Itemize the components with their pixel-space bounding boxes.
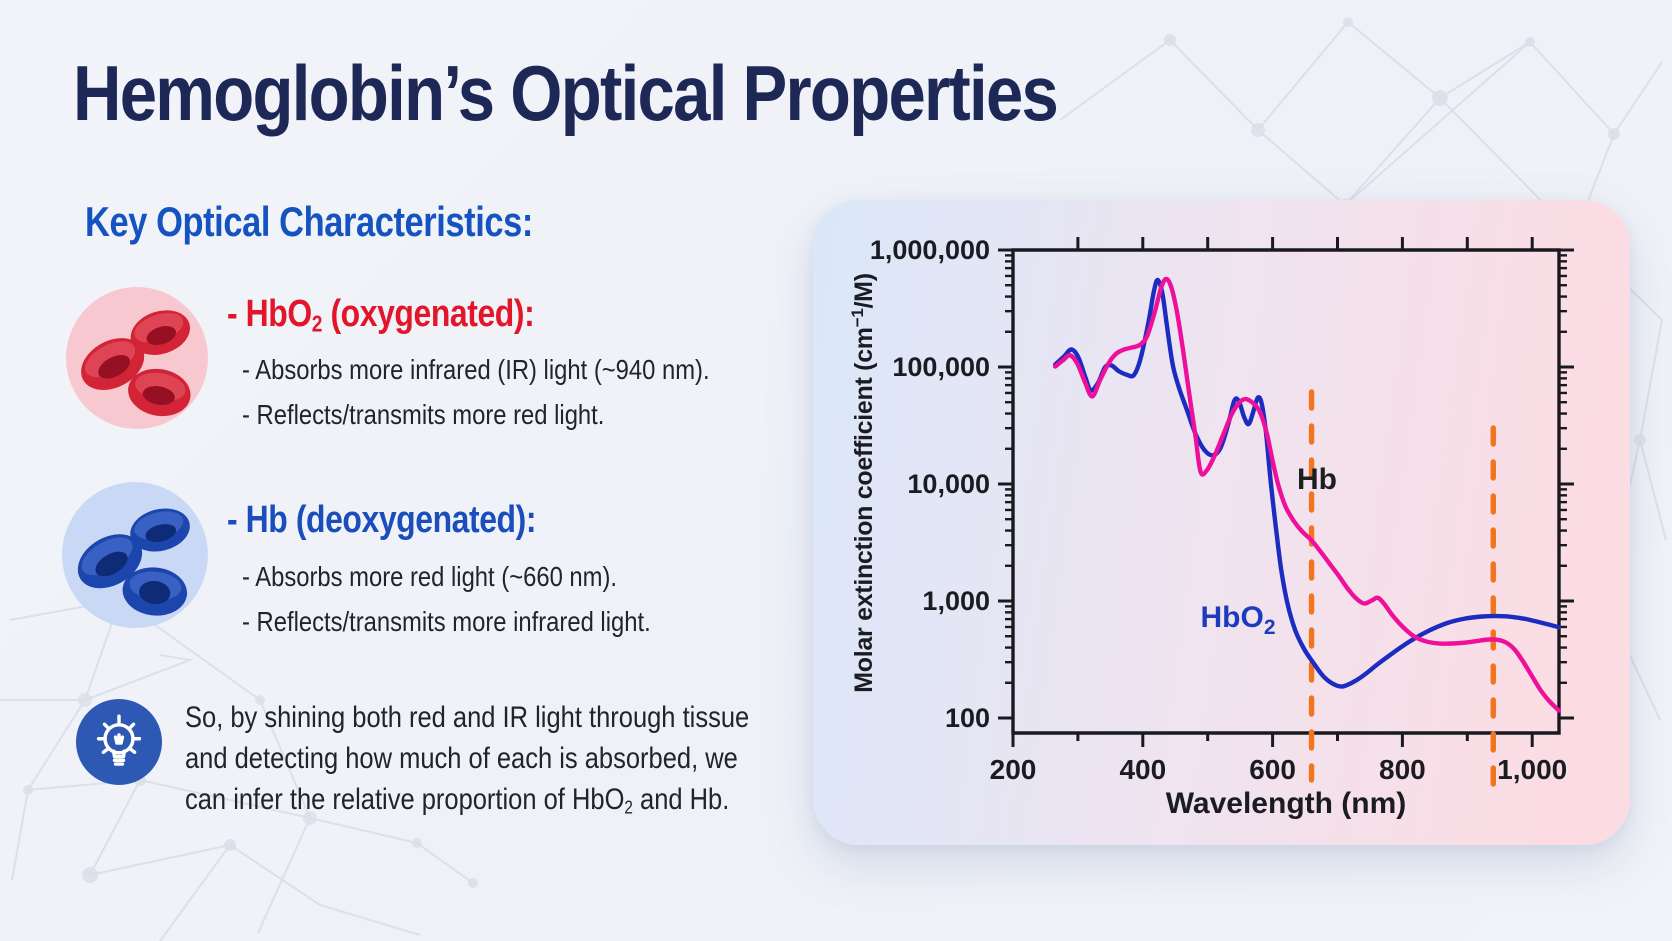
- x-tick-label: 400: [1119, 754, 1166, 785]
- note-line: and detecting how much of each is absorb…: [185, 742, 738, 775]
- hbo2-bullets: - Absorbs more infrared (IR) light (~940…: [242, 347, 792, 437]
- y-tick-label: 100,000: [892, 352, 990, 382]
- x-tick-label: 800: [1379, 754, 1426, 785]
- hbo2-heading: - HbO2 (oxygenated):: [227, 293, 535, 337]
- blue-cells: [77, 508, 190, 616]
- key-heading: Key Optical Characteristics:: [85, 198, 533, 245]
- red-blood-cells-icon: [66, 287, 208, 429]
- hbo2-curve-label: HbO2: [1200, 601, 1275, 639]
- lightbulb-icon: [76, 699, 162, 785]
- y-tick-label: 1,000: [922, 586, 990, 616]
- x-tick-label: 600: [1249, 754, 1296, 785]
- x-tick-label: 1,000: [1497, 754, 1567, 785]
- hb-curve: [1053, 276, 1561, 713]
- hbo2-curve: [1053, 277, 1561, 689]
- plot-frame: [1011, 248, 1561, 735]
- y-axis-title: Molar extinction coefficient (cm−1/M): [848, 273, 878, 692]
- x-tick-label: 200: [990, 754, 1037, 785]
- bullet: - Absorbs more red light (~660 nm).: [242, 561, 618, 592]
- y-tick-label: 1,000,000: [870, 235, 990, 265]
- bullet: - Absorbs more infrared (IR) light (~940…: [242, 354, 710, 385]
- hb-heading: - Hb (deoxygenated):: [227, 499, 537, 541]
- note-line: So, by shining both red and IR light thr…: [185, 701, 750, 734]
- chart-panel: 1,000,000 100,000 10,000 1,000 100 200 400 600 8…: [813, 200, 1630, 845]
- hb-bullets: - Absorbs more red light (~660 nm). - Re…: [242, 554, 723, 644]
- x-axis-title: Wavelength (nm): [1166, 787, 1407, 820]
- note-paragraph: So, by shining both red and IR light thr…: [185, 697, 849, 829]
- hb-curve-label: Hb: [1297, 463, 1337, 496]
- note-line: can infer the relative proportion of HbO…: [185, 783, 730, 818]
- bullet: - Reflects/transmits more infrared light…: [242, 606, 651, 637]
- y-tick-label: 100: [945, 703, 990, 733]
- red-cells: [81, 310, 191, 417]
- y-tick-label: 10,000: [907, 469, 990, 499]
- blue-blood-cells-icon: [62, 482, 208, 628]
- page-title: Hemoglobin’s Optical Properties: [73, 49, 1059, 137]
- axis-ticks: [998, 237, 1574, 747]
- bullet: - Reflects/transmits more red light.: [242, 399, 605, 430]
